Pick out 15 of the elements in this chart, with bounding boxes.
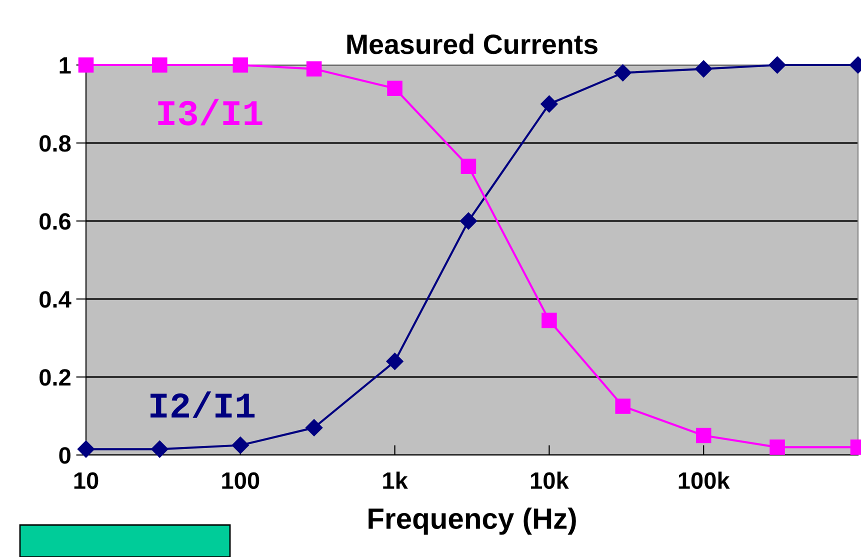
- y-tick-label: 0.4: [40, 291, 72, 308]
- x-tick-label: 10: [74, 472, 98, 490]
- x-tick-label: 1k: [383, 472, 408, 489]
- x-tick-label: 100k: [678, 472, 730, 490]
- x-axis-title: Frequency (Hz): [368, 508, 576, 535]
- series-label: I3/I1: [158, 98, 262, 126]
- x-tick-label: 10k: [530, 472, 569, 490]
- chart-title: Measured Currents: [347, 34, 598, 54]
- y-tick-label: 0: [59, 447, 70, 464]
- y-tick-label: 0.6: [40, 213, 71, 230]
- x-tick-label: 100: [222, 472, 260, 490]
- y-tick-label: 0.2: [40, 369, 70, 386]
- y-tick-label: 1: [60, 57, 71, 74]
- series-label: I2/I1: [150, 391, 255, 418]
- y-tick-label: 0.8: [40, 135, 71, 152]
